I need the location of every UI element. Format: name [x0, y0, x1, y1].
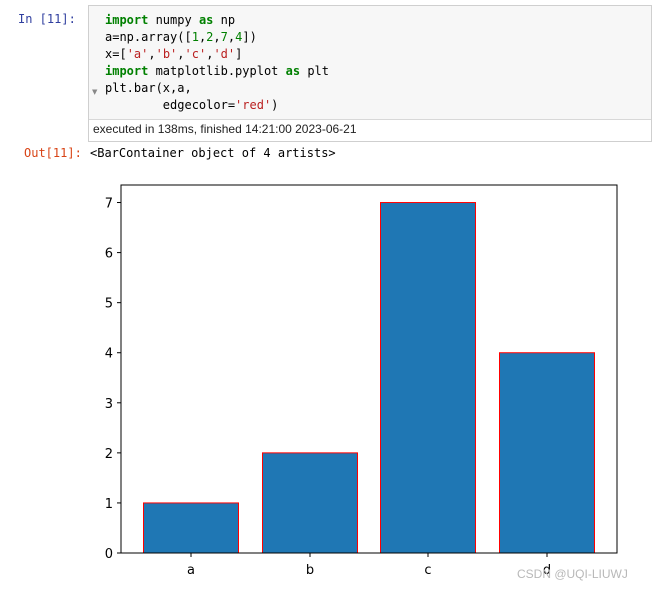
code-editor[interactable]: ▼ import numpy as np a=np.array([1,2,7,4… [89, 6, 651, 120]
code-text: import numpy as np a=np.array([1,2,7,4])… [105, 13, 329, 112]
plot-frame [120, 184, 618, 554]
y-tick-label: 4 [105, 347, 113, 362]
x-tick-label: a [187, 563, 195, 578]
y-tick-label: 2 [105, 447, 113, 462]
y-tick-label: 7 [105, 197, 113, 212]
input-prompt: In [11]: [18, 12, 76, 26]
code-cell[interactable]: ▼ import numpy as np a=np.array([1,2,7,4… [88, 5, 652, 142]
output-prompt: Out[11]: [24, 146, 82, 160]
bar-d [499, 352, 595, 554]
bar-a [143, 502, 239, 554]
execution-info: executed in 138ms, finished 14:21:00 202… [93, 122, 357, 136]
y-tick-label: 1 [105, 497, 113, 512]
fold-arrow-icon[interactable]: ▼ [92, 88, 98, 96]
y-tick-label: 0 [105, 547, 113, 562]
x-tick-label: c [424, 563, 431, 578]
y-tick-label: 3 [105, 397, 113, 412]
bar-b [262, 452, 358, 554]
bar-c [380, 202, 476, 554]
watermark: CSDN @UQI-LIUWJ [517, 567, 628, 581]
x-tick-label: d [543, 563, 551, 578]
x-tick-label: b [306, 563, 314, 578]
y-tick-label: 6 [105, 247, 113, 262]
y-tick-label: 5 [105, 297, 113, 312]
output-text: <BarContainer object of 4 artists> [90, 146, 336, 160]
